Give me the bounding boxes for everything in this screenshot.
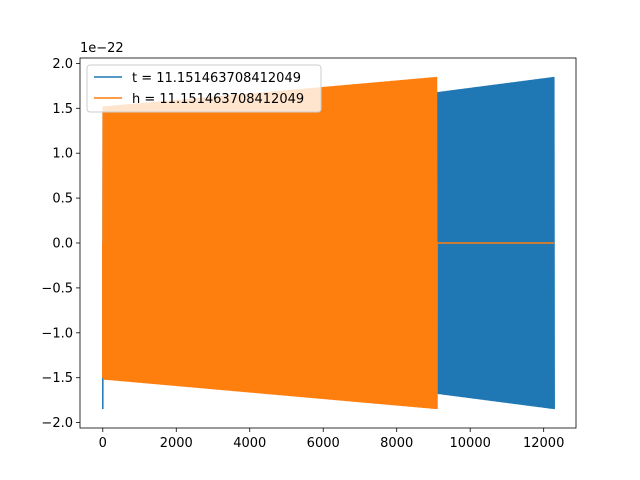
y-tick-label: −1.5 (41, 371, 73, 386)
series-layer (102, 76, 555, 410)
x-tick-label: 2000 (160, 436, 193, 451)
y-tick-label: 1.0 (52, 147, 73, 162)
y-tick-label: 0.5 (52, 192, 73, 207)
x-axis: 0 2000 4000 6000 8000 10000 12000 (99, 428, 564, 451)
legend-label-t: t = 11.151463708412049 (132, 71, 301, 86)
legend-label-h: h = 11.151463708412049 (132, 92, 304, 107)
x-tick-label: 10000 (450, 436, 491, 451)
x-tick-label: 6000 (307, 436, 340, 451)
y-tick-label: −0.5 (41, 281, 73, 296)
x-tick-label: 4000 (233, 436, 266, 451)
y-tick-label: 0.0 (52, 237, 73, 252)
y-tick-label: −1.0 (41, 326, 73, 341)
legend-box (86, 64, 322, 113)
y-offset-label: 1e−22 (80, 41, 124, 56)
series-line-h (102, 76, 555, 410)
x-tick-label: 0 (99, 436, 107, 451)
y-tick-label: 2.0 (52, 57, 73, 72)
legend: t = 11.151463708412049 h = 11.1514637084… (86, 64, 322, 113)
y-axis: −2.0 −1.5 −1.0 −0.5 0.0 0.5 1.0 1.5 2.0 (41, 57, 80, 431)
y-tick-label: −2.0 (41, 416, 73, 431)
x-tick-label: 12000 (523, 436, 564, 451)
y-tick-label: 1.5 (52, 102, 73, 117)
x-tick-label: 8000 (380, 436, 413, 451)
